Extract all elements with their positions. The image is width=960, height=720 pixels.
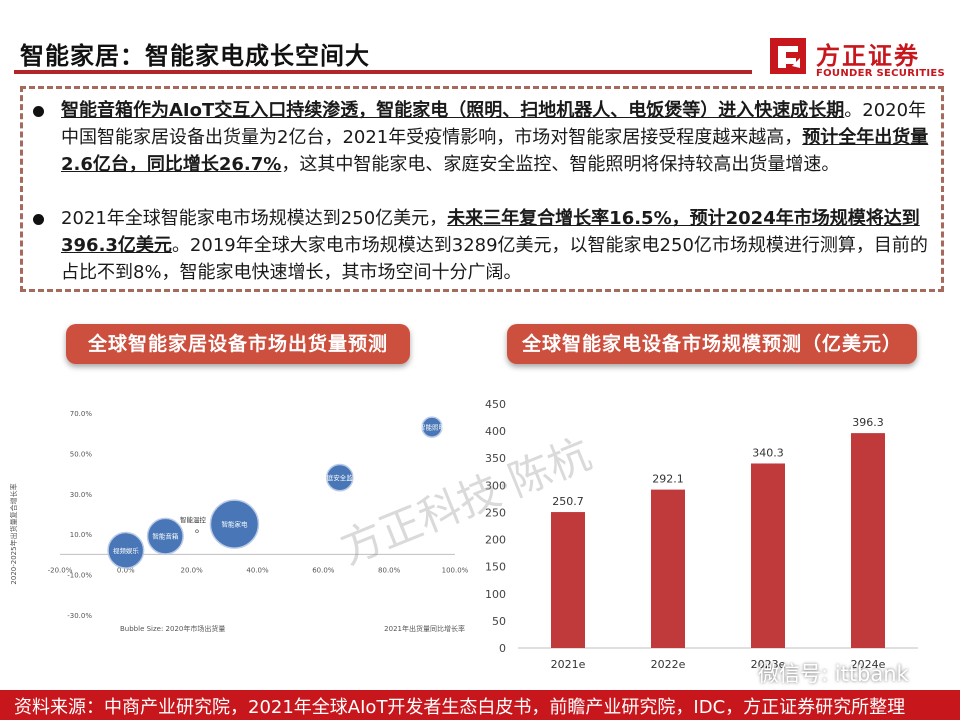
bubble-point xyxy=(107,531,145,569)
x-tick-label: 2024e xyxy=(851,658,886,671)
bullet-dot-icon xyxy=(33,106,44,117)
source-note: 资料来源：中商产业研究院，2021年全球AIoT开发者生态白皮书，前瞻产业研究院… xyxy=(14,697,906,718)
y-tick-label: 150 xyxy=(485,561,506,574)
x-tick-label: -20.0% xyxy=(48,566,73,574)
x-tick-label: 0.0% xyxy=(117,566,135,574)
wechat-watermark: 微信号: ittbank xyxy=(730,658,909,688)
bubble-point xyxy=(146,517,184,555)
header: 智能家居：智能家电成长空间大 方正证券 FOUNDER SECURITIES xyxy=(0,0,960,86)
bar-value-label: 396.3 xyxy=(852,416,884,429)
y-tick-label: -30.0% xyxy=(67,612,92,620)
y-tick-label: 10.0% xyxy=(70,531,93,539)
bullet-1-part-4: ，这其中智能家电、家庭安全监控、智能照明将保持较高出货量增速。 xyxy=(281,154,840,175)
y-tick-label: 70.0% xyxy=(70,410,93,418)
logo-english-name: FOUNDER SECURITIES xyxy=(816,68,946,79)
bubble-chart: -20.0% 0.0% 20.0% 40.0% 60.0% 80.0% 100.0% 70.0… xyxy=(9,410,469,633)
x-axis-label: 2021年出货量同比增长率 xyxy=(384,624,465,633)
y-tick-label: 50.0% xyxy=(70,450,93,458)
logo-chinese-name: 方正证券 xyxy=(816,42,920,70)
bullet-item-1: 智能音箱作为AIoT交互入口持续渗透，智能家电（照明、扫地机器人、电饭煲等）进入… xyxy=(33,97,933,178)
y-tick-label: 400 xyxy=(485,425,506,438)
summary-box: 智能音箱作为AIoT交互入口持续渗透，智能家电（照明、扫地机器人、电饭煲等）进入… xyxy=(20,86,944,292)
x-tick-label: 60.0% xyxy=(312,566,335,574)
x-tick-label: 2022e xyxy=(651,658,686,671)
title-divider xyxy=(14,70,752,74)
bar xyxy=(651,489,685,648)
bullet-dot-icon xyxy=(33,214,44,225)
bullet-2-part-1: 2021年全球智能家电市场规模达到250亿美元， xyxy=(61,208,448,229)
wechat-icon xyxy=(730,665,752,683)
bar xyxy=(551,512,585,648)
y-tick-label: 30.0% xyxy=(70,491,93,499)
bar xyxy=(851,433,885,648)
bar-value-label: 340.3 xyxy=(752,446,784,459)
brand-logo: 方正证券 FOUNDER SECURITIES xyxy=(768,34,948,82)
bubble-label: 家庭安全监控 xyxy=(320,473,360,482)
y-tick-label: 0 xyxy=(499,642,506,655)
bubble-label: 智能温控 xyxy=(180,515,207,524)
page-title: 智能家居：智能家电成长空间大 xyxy=(20,42,370,70)
y-tick-label: 300 xyxy=(485,479,506,492)
x-tick-label: 40.0% xyxy=(246,566,269,574)
bubble-label: 智能家电 xyxy=(221,520,248,529)
bubble-point xyxy=(325,463,354,492)
founder-logo-icon xyxy=(770,38,806,74)
x-tick-label: 2023e xyxy=(751,658,786,671)
bullet-2-part-3: 。2019年全球大家电市场规模达到3289亿美元，以智能家电250亿市场规模进行… xyxy=(61,235,928,283)
y-tick-label: 450 xyxy=(485,398,506,411)
x-tick-label: 80.0% xyxy=(378,566,401,574)
bubble-label: 智能照明 xyxy=(419,423,446,432)
y-tick-label: 100 xyxy=(485,588,506,601)
bubble-size-note: Bubble Size: 2020年市场出货量 xyxy=(120,624,225,633)
x-tick-label: 100.0% xyxy=(442,566,469,574)
bubble-point xyxy=(421,416,443,438)
bullet-item-2: 2021年全球智能家电市场规模达到250亿美元，未来三年复合增长率16.5%，预… xyxy=(33,205,933,286)
bar-value-label: 292.1 xyxy=(652,473,684,486)
bullet-2-part-2: 未来三年复合增长率16.5%，预计2024年市场规模将达到396.3亿美元 xyxy=(61,208,920,256)
y-tick-label: -10.0% xyxy=(67,572,92,580)
y-tick-label: 50 xyxy=(492,615,506,628)
bubble-marker: ο xyxy=(195,527,199,535)
bullet-1-part-1: 智能音箱作为AIoT交互入口持续渗透，智能家电（照明、扫地机器人、电饭煲等）进入… xyxy=(61,100,845,121)
bar-value-label: 250.7 xyxy=(552,495,584,508)
bullet-text-1: 智能音箱作为AIoT交互入口持续渗透，智能家电（照明、扫地机器人、电饭煲等）进入… xyxy=(33,97,933,178)
bubble-label: 视频娱乐 xyxy=(113,546,140,555)
footer-bar: 资料来源：中商产业研究院，2021年全球AIoT开发者生态白皮书，前瞻产业研究院… xyxy=(0,690,960,720)
bullet-text-2: 2021年全球智能家电市场规模达到250亿美元，未来三年复合增长率16.5%，预… xyxy=(33,205,933,286)
y-tick-label: 200 xyxy=(485,534,506,547)
y-axis-label: 2020-2025年出货量复合增长率 xyxy=(9,483,18,584)
bar-chart: 0 50 100 150 200 250 300 350 400 450 250.7 2021e 292… xyxy=(485,398,918,671)
bubble-point xyxy=(209,499,260,549)
x-tick-label: 20.0% xyxy=(181,566,204,574)
bubble-label: 智能音箱 xyxy=(152,532,179,541)
bullet-1-part-2: 。2020年中国智能家居设备出货量为2亿台，2021年受疫情影响，市场对智能家居… xyxy=(61,100,927,148)
wechat-id: 微信号: ittbank xyxy=(758,662,909,686)
bullet-1-part-3: 预计全年出货量2.6亿台，同比增长26.7% xyxy=(61,127,929,175)
y-tick-label: 350 xyxy=(485,452,506,465)
bar xyxy=(751,463,785,648)
bubble-chart-title: 全球智能家居设备市场出货量预测 xyxy=(66,324,410,364)
bar-chart-title: 全球智能家电设备市场规模预测（亿美元） xyxy=(507,324,917,364)
x-tick-label: 2021e xyxy=(551,658,586,671)
y-tick-label: 250 xyxy=(485,506,506,519)
